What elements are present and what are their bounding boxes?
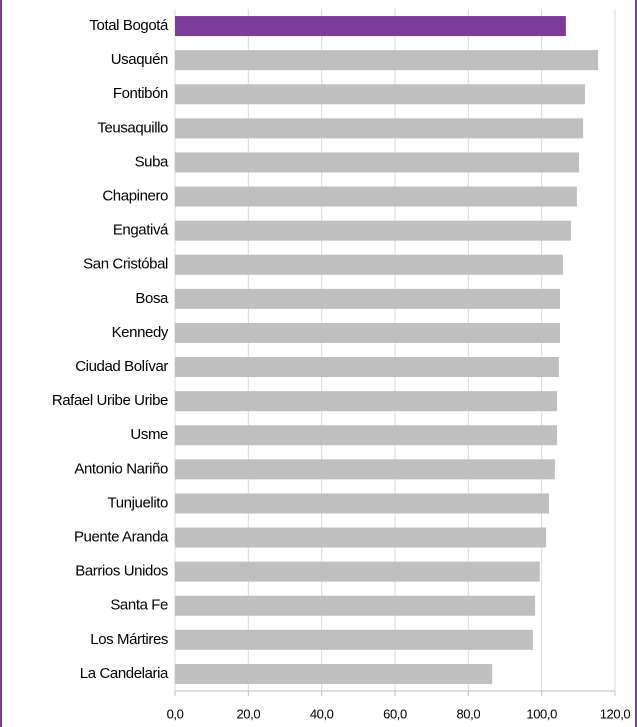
y-tick-label: Los Mártires — [90, 631, 168, 648]
x-tick-label: 60,0 — [383, 706, 407, 721]
bar — [175, 595, 536, 616]
x-tick-label: 0,0 — [167, 706, 184, 721]
bar — [175, 84, 585, 105]
y-tick-label: Engativá — [113, 222, 169, 239]
x-tick-label: 20,0 — [236, 706, 260, 721]
bar — [175, 663, 493, 684]
bar — [175, 629, 533, 650]
bar — [175, 391, 558, 412]
x-tick-label: 120,0 — [600, 706, 631, 721]
y-tick-label: Usaquén — [111, 51, 168, 68]
y-tick-label: Fontibón — [113, 85, 168, 102]
bar — [175, 50, 599, 71]
y-tick-label: Suba — [135, 153, 169, 170]
bar — [175, 220, 571, 241]
y-tick-label: Usme — [130, 426, 168, 443]
y-tick-label: Ciudad Bolívar — [75, 358, 168, 375]
bar — [175, 254, 563, 275]
bar — [175, 425, 558, 446]
y-tick-label: Bosa — [135, 290, 169, 307]
y-tick-label: Total Bogotá — [89, 17, 169, 34]
y-tick-label: Rafael Uribe Uribe — [52, 392, 168, 409]
y-tick-label: San Cristóbal — [83, 256, 168, 273]
bar — [175, 357, 559, 378]
x-tick-label: 80,0 — [456, 706, 480, 721]
y-tick-label: Barrios Unidos — [75, 563, 168, 580]
bar — [175, 16, 566, 37]
y-tick-label: Antonio Nariño — [74, 460, 168, 477]
bar — [175, 288, 560, 309]
bar — [175, 186, 577, 207]
y-tick-label: Chapinero — [102, 188, 168, 205]
y-tick-label: Teusaquillo — [97, 119, 168, 136]
x-tick-label: 100,0 — [526, 706, 557, 721]
y-tick-label: Puente Aranda — [74, 529, 169, 546]
bar — [175, 561, 540, 582]
bar — [175, 527, 547, 548]
bar — [175, 459, 555, 480]
bar — [175, 118, 584, 139]
y-tick-label: Santa Fe — [110, 597, 168, 614]
bar — [175, 322, 560, 343]
bar — [175, 152, 580, 173]
bar — [175, 493, 549, 514]
y-tick-label: La Candelaria — [80, 665, 169, 682]
y-tick-label: Kennedy — [112, 324, 169, 341]
y-tick-label: Tunjuelito — [108, 494, 169, 511]
x-tick-label: 40,0 — [310, 706, 334, 721]
